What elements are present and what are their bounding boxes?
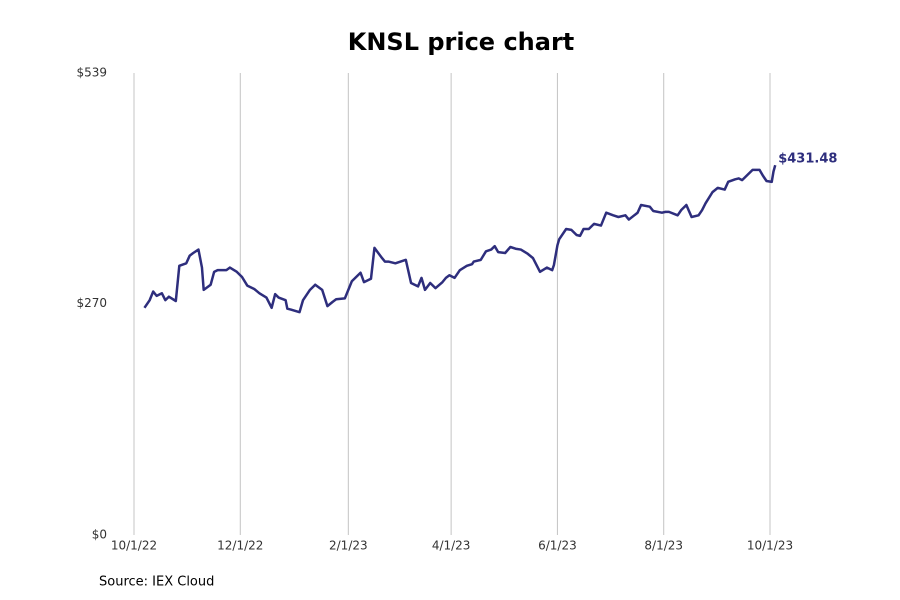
chart-title: KNSL price chart [348,28,575,56]
source-note: Source: IEX Cloud [99,575,214,590]
x-tick-label: 12/1/22 [217,539,263,553]
x-tick-label: 10/1/23 [747,539,793,553]
y-tick-label: $270 [76,296,107,310]
y-tick-label: $0 [92,528,107,542]
price-line [143,164,777,314]
x-tick-label: 4/1/23 [432,539,471,553]
annotation: $431.48 [778,152,837,167]
y-tick-label: $539 [76,66,107,80]
x-tick-label: 6/1/23 [538,539,577,553]
x-tick-label: 8/1/23 [644,539,683,553]
x-tick-label: 10/1/22 [111,539,157,553]
x-tick-label: 2/1/23 [329,539,368,553]
